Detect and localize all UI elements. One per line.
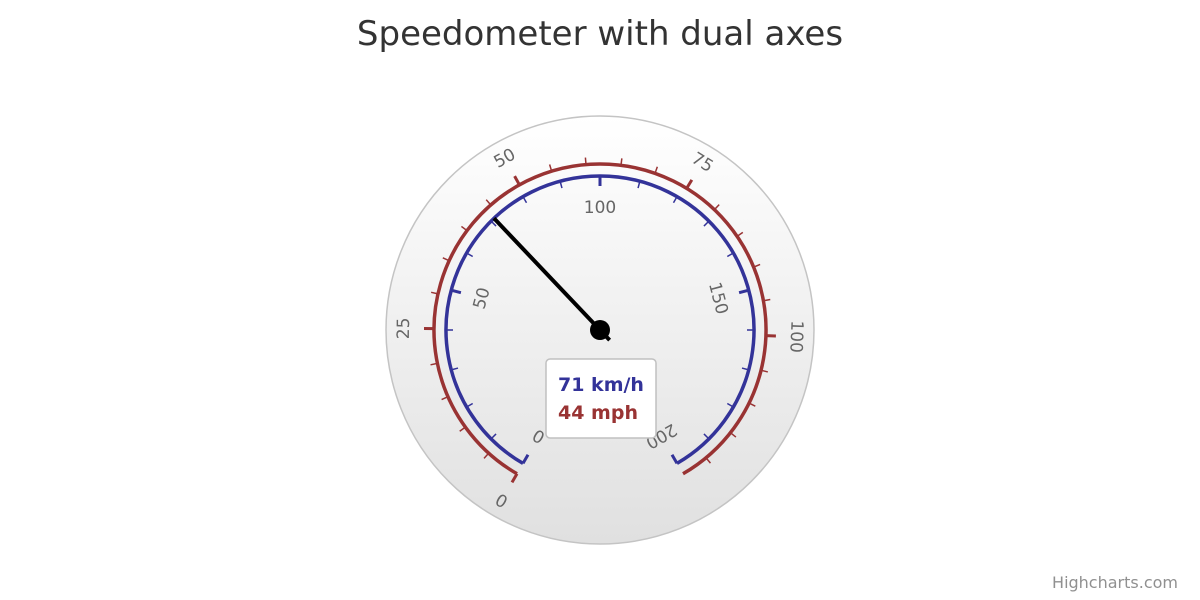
outer-minor-tick — [705, 457, 712, 464]
outer-minor-tick — [736, 231, 744, 237]
inner-minor-tick — [741, 367, 749, 371]
outer-minor-tick — [442, 257, 450, 262]
outer-axis-ticks — [423, 157, 776, 484]
outer-minor-tick — [548, 164, 553, 172]
outer-minor-tick — [713, 204, 720, 211]
outer-minor-tick — [584, 157, 587, 165]
outer-major-tick — [685, 179, 694, 190]
needle-line — [492, 216, 612, 342]
outer-major-tick — [510, 473, 519, 484]
inner-axis-tick-label: 100 — [584, 198, 616, 218]
outer-minor-tick — [441, 396, 449, 401]
outer-minor-tick — [483, 452, 490, 459]
outer-minor-tick — [460, 225, 468, 232]
inner-axis-ticks — [446, 176, 754, 465]
outer-minor-tick — [620, 158, 623, 166]
inner-minor-tick — [466, 252, 474, 258]
needle-pivot — [590, 320, 610, 340]
inner-minor-tick — [522, 196, 528, 204]
outer-minor-tick — [753, 263, 761, 268]
outer-major-tick — [513, 175, 521, 186]
outer-minor-tick — [654, 166, 659, 174]
outer-minor-tick — [485, 199, 492, 206]
outer-minor-tick — [760, 369, 769, 373]
inner-major-tick — [521, 453, 530, 465]
inner-minor-tick — [466, 402, 474, 408]
inner-major-tick — [738, 288, 750, 295]
outer-minor-tick — [748, 402, 756, 407]
outer-minor-tick — [459, 426, 466, 432]
outer-axis-arc — [432, 162, 768, 476]
outer-axis-tick-label: 100 — [785, 320, 806, 353]
inner-minor-tick — [490, 433, 497, 440]
inner-major-tick — [450, 288, 462, 295]
inner-minor-tick — [703, 433, 710, 440]
inner-minor-tick — [451, 367, 459, 371]
inner-minor-tick — [490, 220, 497, 227]
outer-minor-tick — [763, 298, 771, 302]
inner-minor-tick — [637, 181, 641, 189]
inner-minor-tick — [726, 252, 734, 258]
chart-title: Speedometer with dual axes — [356, 14, 844, 54]
data-label-mph: 44 mph — [558, 402, 638, 424]
inner-major-tick — [670, 453, 679, 465]
data-label-box: 71 km/h 44 mph — [545, 358, 657, 439]
gauge-needle — [492, 216, 612, 342]
outer-minor-tick — [729, 432, 737, 438]
outer-axis-tick-label: 25 — [394, 317, 414, 339]
inner-minor-tick — [672, 196, 678, 204]
inner-minor-tick — [703, 220, 710, 227]
outer-minor-tick — [430, 362, 438, 366]
inner-minor-tick — [726, 402, 734, 408]
data-label-kmh: 71 km/h — [558, 374, 644, 396]
credits-link[interactable]: Highcharts.com — [1052, 573, 1178, 592]
outer-minor-tick — [430, 291, 439, 295]
inner-minor-tick — [559, 181, 563, 189]
